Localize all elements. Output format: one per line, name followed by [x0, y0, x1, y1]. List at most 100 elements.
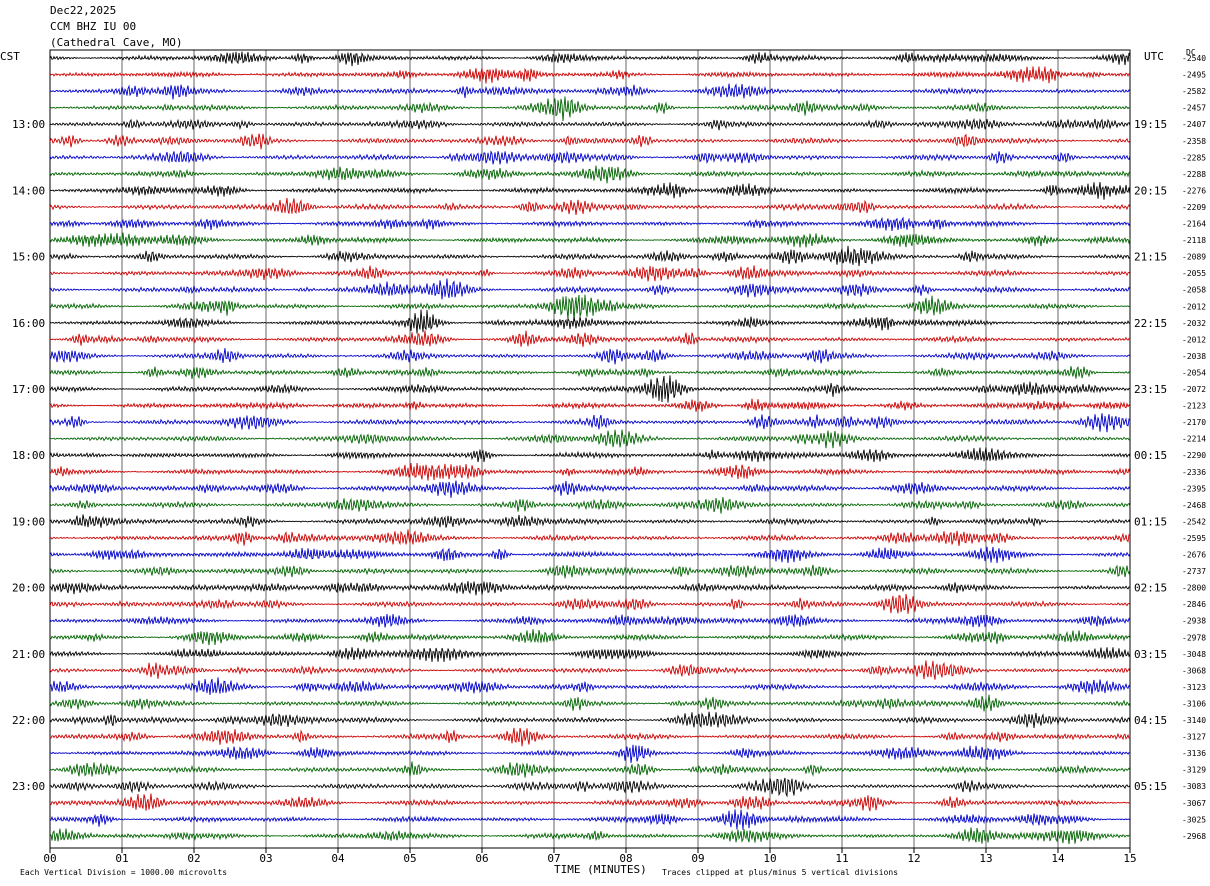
dc-offset-label: -2164: [1182, 220, 1206, 229]
utc-hour-label: 20:15: [1134, 184, 1167, 197]
dc-offset-label: -2846: [1182, 600, 1206, 609]
dc-offset-label: -2089: [1182, 253, 1206, 262]
seismic-trace: [49, 447, 1131, 463]
cst-hour-label: 23:00: [12, 780, 45, 793]
dc-offset-label: -3123: [1182, 683, 1206, 692]
header-location: (Cathedral Cave, MO): [50, 36, 183, 49]
x-tick-label: 15: [1123, 852, 1136, 865]
seismic-trace: [49, 51, 1131, 67]
dc-offset-label: -3127: [1182, 733, 1206, 742]
utc-hour-label: 04:15: [1134, 714, 1167, 727]
header-station: CCM BHZ IU 00: [50, 20, 137, 33]
x-tick-label: 02: [187, 852, 200, 865]
dc-offset-label: -2055: [1182, 269, 1206, 278]
seismic-trace: [49, 593, 1131, 614]
utc-hour-label: 19:15: [1134, 118, 1167, 131]
cst-hour-label: 19:00: [12, 515, 45, 528]
seismic-trace: [49, 711, 1131, 729]
dc-offset-label: -2468: [1182, 501, 1206, 510]
dc-offset-label: -2968: [1182, 832, 1206, 841]
dc-offset-label: -2978: [1182, 633, 1206, 642]
x-tick-label: 04: [331, 852, 345, 865]
seismic-trace: [49, 744, 1131, 764]
dc-offset-label: -3136: [1182, 749, 1206, 758]
dc-offset-label: -2737: [1182, 567, 1206, 576]
seismic-trace: [49, 294, 1131, 322]
dc-offset-label: -2038: [1182, 352, 1206, 361]
dc-offset-label: -2290: [1182, 451, 1206, 460]
dc-offset-label: -2012: [1182, 335, 1206, 344]
seismic-trace: [49, 647, 1131, 662]
dc-offset-label: -2209: [1182, 203, 1206, 212]
plot-frame: [49, 49, 1131, 849]
seismic-trace: [49, 348, 1131, 365]
seismic-trace: [49, 278, 1131, 300]
cst-hour-label: 16:00: [12, 317, 45, 330]
seismic-trace: [49, 694, 1131, 712]
cst-hour-label: 21:00: [12, 648, 45, 661]
cst-hour-label: 18:00: [12, 449, 45, 462]
dc-offset-label: -3048: [1182, 650, 1206, 659]
utc-hour-label: 02:15: [1134, 582, 1167, 595]
seismic-trace: [49, 398, 1131, 412]
dc-offset-label: -2540: [1182, 54, 1206, 63]
dc-offset-label: -2495: [1182, 71, 1206, 80]
dc-offset-label: -3067: [1182, 799, 1206, 808]
seismic-trace: [49, 429, 1131, 449]
seismic-trace: [49, 629, 1131, 646]
x-tick-label: 11: [835, 852, 848, 865]
utc-hour-label: 22:15: [1134, 317, 1167, 330]
seismic-trace: [49, 660, 1131, 680]
seismic-trace: [49, 265, 1131, 282]
cst-hour-label: 20:00: [12, 582, 45, 595]
seismic-trace: [49, 96, 1131, 122]
dc-offset-label: -2118: [1182, 236, 1206, 245]
dc-offset-label: -2285: [1182, 153, 1206, 162]
cst-hour-label: 14:00: [12, 184, 45, 197]
dc-offset-label: -2938: [1182, 617, 1206, 626]
x-tick-label: 03: [259, 852, 272, 865]
seismic-trace: [49, 581, 1131, 596]
seismic-trace: [49, 793, 1131, 812]
seismic-trace: [49, 496, 1131, 514]
seismic-trace: [49, 83, 1131, 100]
dc-offset-label: -2276: [1182, 186, 1206, 195]
dc-column-label: DC: [1186, 48, 1196, 57]
clip-note: Traces clipped at plus/minus 5 vertical …: [662, 868, 899, 877]
x-tick-label: 07: [547, 852, 560, 865]
dc-offset-label: -3106: [1182, 699, 1206, 708]
seismic-trace: [49, 66, 1131, 84]
dc-offset-label: -2358: [1182, 137, 1206, 146]
dc-offset-label: -2582: [1182, 87, 1206, 96]
dc-offset-label: -2032: [1182, 319, 1206, 328]
dc-offset-label: -2457: [1182, 104, 1206, 113]
seismic-trace: [49, 777, 1131, 798]
seismic-trace: [49, 727, 1131, 747]
utc-hour-label: 05:15: [1134, 780, 1167, 793]
seismic-trace: [49, 197, 1131, 215]
x-tick-label: 08: [619, 852, 632, 865]
x-tick-label: 05: [403, 852, 416, 865]
x-tick-label: 13: [979, 852, 992, 865]
seismic-trace: [49, 365, 1131, 380]
utc-hour-label: 00:15: [1134, 449, 1167, 462]
x-axis-title: TIME (MINUTES): [554, 863, 647, 876]
seismic-trace: [49, 809, 1131, 830]
dc-offset-label: -3083: [1182, 782, 1206, 791]
utc-hour-label: 03:15: [1134, 648, 1167, 661]
utc-hour-label: 01:15: [1134, 515, 1167, 528]
dc-offset-label: -2170: [1182, 418, 1206, 427]
seismic-trace: [49, 330, 1131, 347]
dc-offset-label: -2595: [1182, 534, 1206, 543]
dc-offset-label: -2012: [1182, 302, 1206, 311]
left-timezone-label: CST: [0, 50, 20, 63]
seismic-trace: [49, 216, 1131, 232]
x-tick-label: 12: [907, 852, 920, 865]
seismic-trace: [49, 613, 1131, 628]
x-tick-label: 00: [43, 852, 56, 865]
dc-offset-label: -2054: [1182, 368, 1206, 377]
utc-hour-label: 21:15: [1134, 251, 1167, 264]
x-tick-label: 06: [475, 852, 488, 865]
seismic-trace: [49, 413, 1131, 433]
